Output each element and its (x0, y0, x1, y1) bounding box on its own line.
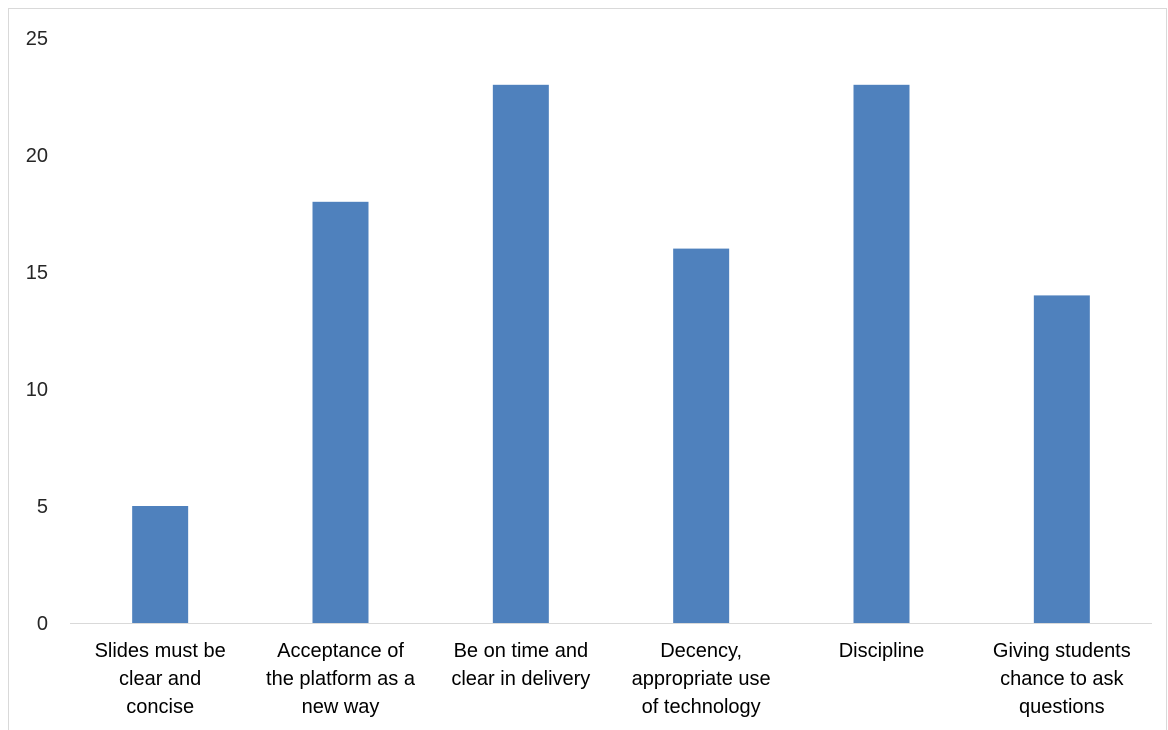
bar (673, 248, 730, 623)
x-category-label-line: Acceptance of (277, 640, 404, 662)
chart-frame (8, 8, 1167, 730)
x-category-label-line: Be on time and (454, 640, 589, 662)
x-category-label-line: new way (302, 696, 380, 718)
x-category-label-line: of technology (642, 696, 761, 718)
y-tick-label: 0 (37, 613, 48, 635)
x-category-label-line: Discipline (839, 640, 925, 662)
x-category-label-line: chance to ask (1000, 668, 1124, 690)
x-category-label-line: the platform as a (266, 668, 416, 690)
x-category-label-line: Giving students (993, 640, 1131, 662)
y-tick-label: 25 (26, 28, 48, 50)
x-category-label-line: appropriate use (632, 668, 771, 690)
y-tick-label: 20 (26, 145, 48, 167)
x-category-label-line: clear and (119, 668, 201, 690)
x-category-label: Acceptance of the platform as a new way (266, 640, 416, 718)
y-tick-label: 15 (26, 262, 48, 284)
x-category-label-line: clear in delivery (451, 668, 590, 690)
x-category-label: Giving students chance to ask questions (993, 640, 1131, 718)
bar (1033, 295, 1090, 623)
bar (492, 84, 549, 624)
x-category-label-line: concise (126, 696, 194, 718)
bar (853, 84, 910, 624)
bar (312, 201, 369, 624)
x-category-label: Be on time and clear in delivery (451, 640, 590, 690)
x-category-label-line: Slides must be (95, 640, 226, 662)
x-category-label-line: questions (1019, 696, 1105, 718)
x-category-label: Decency, appropriate use of technology (632, 640, 771, 718)
x-category-label: Discipline (839, 640, 925, 662)
y-tick-label: 5 (37, 496, 48, 518)
x-category-label: Slides must be clear and concise (95, 640, 226, 718)
y-tick-label: 10 (26, 379, 48, 401)
bar (132, 506, 189, 623)
x-category-label-line: Decency, (660, 640, 742, 662)
